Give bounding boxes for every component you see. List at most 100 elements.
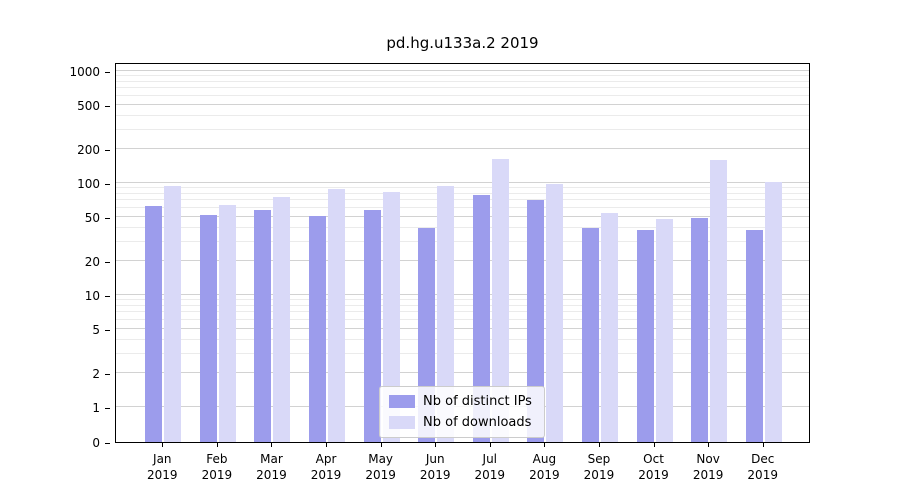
bar-downloads (218, 205, 236, 442)
y-tick-label: 200 (77, 143, 100, 158)
y-tick-mark (105, 184, 110, 185)
bar-downloads (273, 197, 291, 442)
x-tick-label: Jan 2019 (147, 452, 178, 483)
y-tick-label: 10 (84, 289, 100, 303)
gridline (116, 103, 809, 105)
bar-downloads (437, 185, 455, 442)
legend-swatch-distinct-ips (389, 395, 415, 408)
gridline (116, 327, 809, 329)
bar-downloads (600, 212, 618, 442)
x-tick-mark (598, 443, 600, 447)
x-tick-mark (326, 443, 328, 447)
x-tick-mark (216, 443, 218, 447)
x-tick-mark (271, 443, 273, 447)
y-tick-mark (105, 408, 110, 409)
gridline (116, 80, 809, 82)
bar-downloads (764, 182, 782, 442)
x-tick-label: Oct 2019 (638, 452, 669, 483)
legend-label-downloads: Nb of downloads (423, 415, 532, 430)
x-tick-label: Jun 2019 (419, 452, 451, 483)
legend-swatch-downloads (389, 416, 415, 429)
x-tick-mark (380, 443, 382, 447)
gridline (116, 311, 809, 313)
bar-downloads (328, 189, 346, 442)
legend-row: Nb of downloads (389, 415, 532, 430)
x-tick-label: Aug 2019 (529, 452, 560, 483)
gridline (116, 199, 809, 201)
x-tick-label: Dec 2019 (747, 452, 778, 483)
bar-downloads (382, 192, 400, 442)
x-tick-mark (653, 443, 655, 447)
gridline (116, 299, 809, 301)
x-tick-mark (489, 443, 491, 447)
gridline (116, 187, 809, 189)
gridline (116, 128, 809, 130)
gridline (116, 338, 809, 340)
y-tick-label: 100 (77, 177, 100, 191)
bar-downloads (164, 185, 182, 442)
bar-downloads (546, 184, 564, 442)
bar-distinct-ips (363, 209, 381, 442)
x-tick-mark (162, 443, 164, 447)
bar-downloads (710, 160, 728, 442)
y-axis: 0 1 2 5 10 20 50 100 200 500 1000 (0, 63, 110, 450)
y-tick-label: 50 (84, 210, 100, 225)
gridline (116, 182, 809, 183)
gridline (116, 192, 809, 194)
gridline (116, 114, 809, 116)
x-tick-label: Apr 2019 (310, 452, 342, 483)
x-tick-label: Jul 2019 (474, 452, 506, 483)
y-tick-mark (105, 217, 110, 219)
legend-row: Nb of distinct IPs (389, 394, 532, 409)
y-tick-label: 1000 (69, 65, 100, 79)
bar-distinct-ips (581, 227, 599, 442)
y-tick-label: 500 (77, 98, 100, 113)
y-tick-mark (105, 374, 110, 376)
y-tick-mark (105, 443, 110, 444)
bar-distinct-ips (254, 209, 272, 442)
x-tick-mark (762, 443, 764, 447)
y-tick-label: 5 (92, 322, 100, 337)
bar-distinct-ips (636, 230, 654, 442)
gridline (116, 260, 809, 262)
gridline (116, 304, 809, 306)
y-tick-mark (105, 329, 110, 331)
bar-downloads (655, 218, 673, 442)
y-tick-mark (105, 105, 110, 107)
gridline (116, 206, 809, 208)
gridline (116, 75, 809, 77)
bar-distinct-ips (309, 215, 327, 442)
gridline (116, 372, 809, 374)
bar-distinct-ips (691, 217, 709, 442)
y-tick-label: 0 (92, 436, 100, 450)
gridline (116, 318, 809, 320)
y-tick-label: 1 (92, 401, 100, 415)
gridline (116, 215, 809, 217)
x-tick-label: Feb 2019 (201, 452, 233, 483)
bar-distinct-ips (745, 230, 763, 442)
legend-label-distinct-ips: Nb of distinct IPs (423, 394, 532, 409)
bar-distinct-ips (472, 195, 490, 442)
gridline (116, 240, 809, 242)
x-axis: Jan 2019 Feb 2019 Mar 2019 Apr 2019 May 2019 Jun 20… (115, 443, 810, 493)
x-tick-mark (544, 443, 546, 447)
x-tick-mark (435, 443, 437, 447)
x-tick-label: Nov 2019 (692, 452, 724, 483)
bar-downloads (491, 158, 509, 442)
gridline (116, 70, 809, 71)
y-tick-mark (105, 72, 110, 73)
bar-distinct-ips (199, 214, 217, 442)
gridline (116, 87, 809, 89)
chart-title: pd.hg.u133a.2 2019 (386, 34, 539, 52)
x-tick-label: Mar 2019 (256, 452, 287, 483)
gridline (116, 94, 809, 96)
plot-area: Nb of distinct IPs Nb of downloads (115, 63, 810, 443)
legend: Nb of distinct IPs Nb of downloads (379, 386, 545, 438)
x-tick-mark (708, 443, 710, 447)
bar-distinct-ips (527, 200, 545, 442)
y-tick-mark (105, 296, 110, 297)
gridline (116, 226, 809, 228)
y-tick-mark (105, 262, 110, 264)
y-tick-label: 2 (92, 367, 100, 382)
y-tick-label: 20 (84, 255, 100, 270)
